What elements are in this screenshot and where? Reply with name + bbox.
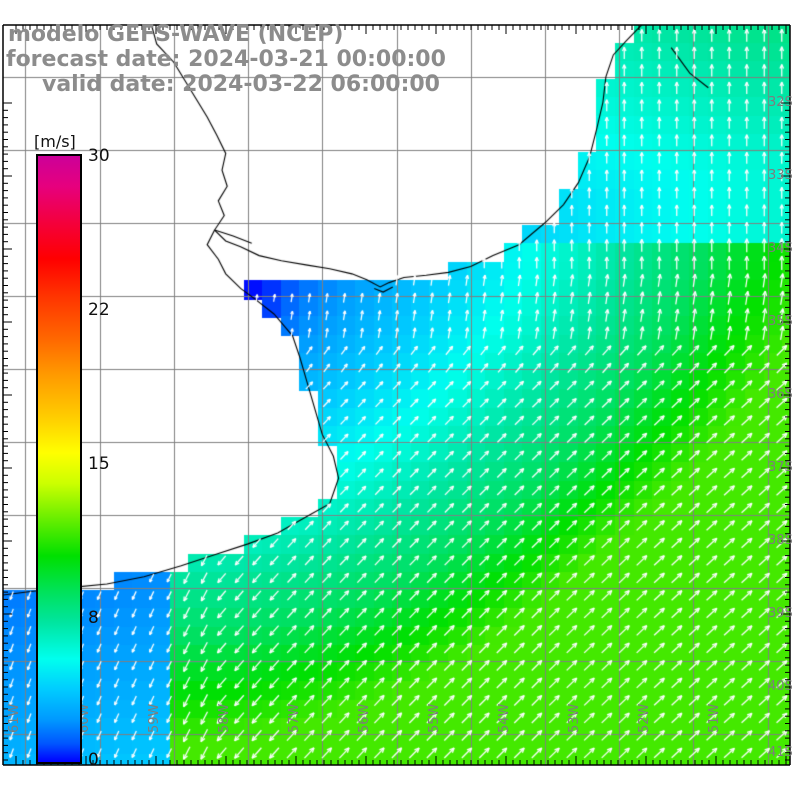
colorbar-tick-15: 15: [88, 454, 110, 474]
lat-label-36S: 36S: [768, 387, 793, 402]
lon-label-58W: 58W: [217, 703, 232, 733]
lon-label-52W: 52W: [637, 703, 652, 733]
colorbar-tick-0: 0: [88, 750, 99, 770]
lat-label-35S: 35S: [768, 314, 793, 329]
wind-speed-field: [3, 25, 790, 765]
colorbar-tick-22: 22: [88, 300, 110, 320]
colorbar-unit-label: [m/s]: [34, 132, 76, 151]
colorbar-scale: [36, 154, 82, 764]
lat-label-33S: 33S: [768, 168, 793, 183]
lon-label-53W: 53W: [567, 703, 582, 733]
lon-label-59W: 59W: [147, 703, 162, 733]
map-plot-area: [3, 25, 790, 765]
lon-label-57W: 57W: [287, 703, 302, 733]
colorbar-tick-8: 8: [88, 608, 99, 628]
lon-label-54W: 54W: [497, 703, 512, 733]
colorbar-gradient: [38, 156, 80, 762]
lat-label-39S: 39S: [768, 606, 793, 621]
lon-label-56W: 56W: [357, 703, 372, 733]
lon-label-51W: 51W: [707, 703, 722, 733]
lat-label-40S: 40S: [768, 679, 793, 694]
lon-label-55W: 55W: [427, 703, 442, 733]
lon-label-61W: 61W: [7, 703, 22, 733]
lat-label-41S: 41S: [768, 745, 793, 760]
colorbar-tick-30: 30: [88, 146, 110, 166]
lat-label-32S: 32S: [768, 95, 793, 110]
lat-label-34S: 34S: [768, 241, 793, 256]
lat-label-37S: 37S: [768, 460, 793, 475]
lat-label-38S: 38S: [768, 533, 793, 548]
